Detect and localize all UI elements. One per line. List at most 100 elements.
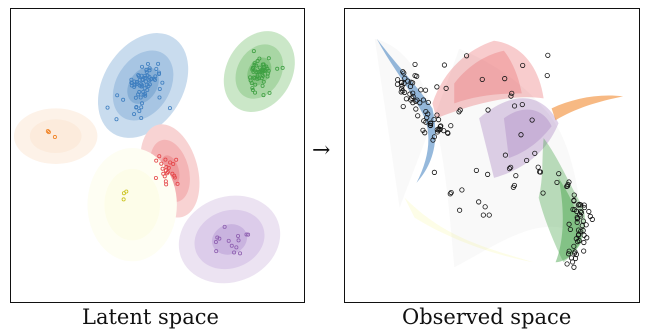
observed-point (447, 191, 453, 197)
observed-point (486, 212, 492, 218)
latent-point-green (251, 49, 256, 54)
latent-point-blue (114, 117, 119, 122)
observed-point (571, 243, 577, 249)
observed-point (398, 79, 405, 85)
latent-point-blue (115, 93, 120, 98)
latent-point-blue (138, 95, 143, 100)
latent-point-green (248, 78, 253, 83)
latent-point-green (253, 82, 258, 87)
observed-point (564, 183, 570, 189)
observed-point (570, 206, 576, 213)
latent-point-green (253, 90, 258, 95)
observed-point (578, 209, 584, 216)
observed-point (569, 259, 576, 265)
observed-point (482, 204, 488, 210)
observed-point (502, 152, 508, 158)
latent-point-green (265, 66, 270, 71)
observed-point (520, 62, 526, 68)
latent-point-blue (139, 105, 144, 110)
observed-point (457, 107, 463, 113)
observed-point (463, 53, 470, 59)
latent-point-blue (152, 76, 157, 81)
observed-point (457, 207, 463, 213)
observed-point (476, 199, 482, 205)
latent-point-blue (142, 73, 147, 78)
observed-point (578, 213, 584, 219)
observed-point (564, 261, 570, 267)
latent-point-blue (140, 77, 145, 82)
observed-point (508, 93, 514, 99)
observed-point (586, 208, 592, 215)
latent-point-yellow (121, 197, 126, 202)
latent-point-blue (145, 88, 150, 93)
latent-points (45, 49, 285, 256)
observed-point (459, 187, 465, 193)
latent-point-purple (238, 251, 243, 256)
observed-point (418, 87, 424, 93)
observed-point (556, 171, 562, 177)
observed-point (573, 251, 580, 258)
observed-point (580, 227, 586, 234)
observed-point (415, 113, 421, 119)
observed-point (571, 198, 577, 204)
latent-point-purple (214, 249, 219, 254)
observed-point (513, 173, 519, 179)
latent-point-blue (132, 112, 137, 117)
latent-point-green (266, 56, 271, 61)
latent-point-red (172, 175, 177, 180)
latent-point-blue (142, 86, 147, 91)
observed-point (437, 126, 443, 132)
observed-point (502, 76, 508, 82)
latent-point-blue (147, 74, 152, 79)
latent-point-purple (215, 235, 220, 240)
observed-point (403, 96, 409, 102)
observed-point (399, 85, 405, 92)
latent-point-green (251, 66, 256, 71)
latent-point-orange (52, 135, 57, 140)
latent-point-blue (129, 80, 134, 85)
latent-point-blue (145, 61, 150, 66)
observed-point (571, 264, 577, 270)
latent-point-blue (147, 66, 152, 71)
observed-point (576, 201, 582, 207)
latent-point-purple (229, 243, 234, 248)
latent-space-plot (13, 31, 295, 284)
observed-point (422, 87, 429, 93)
observed-point (414, 97, 420, 103)
observed-point (430, 137, 436, 143)
observed-point (575, 232, 581, 238)
observed-point (405, 78, 411, 84)
cluster-yellow (87, 148, 177, 262)
observed-point (448, 189, 454, 196)
latent-point-green (267, 90, 272, 95)
latent-point-purple (226, 238, 231, 243)
observed-point (421, 118, 427, 124)
observed-point (511, 182, 518, 188)
latent-point-red (174, 157, 179, 162)
observed-point (431, 134, 437, 140)
latent-point-purple (234, 245, 239, 250)
observed-point (575, 202, 581, 208)
latent-point-blue (157, 71, 162, 76)
observed-point (434, 112, 440, 118)
observed-point (400, 69, 406, 75)
latent-point-green (261, 62, 266, 67)
observed-point (443, 85, 449, 91)
latent-point-red (163, 168, 168, 173)
observed-point (580, 218, 586, 224)
observed-point (565, 251, 572, 257)
observed-point (554, 179, 560, 185)
observed-point (407, 91, 413, 97)
observed-space-panel (344, 8, 640, 303)
observed-point (434, 84, 440, 90)
latent-point-purple (232, 250, 237, 255)
observed-point (425, 99, 431, 106)
latent-point-blue (139, 116, 144, 121)
latent-point-blue (160, 80, 165, 85)
latent-point-purple (217, 236, 222, 241)
observed-point (566, 221, 572, 227)
latent-point-yellow (121, 191, 126, 196)
observed-points (394, 52, 595, 270)
observed-point (400, 103, 406, 110)
observed-point (473, 167, 479, 173)
